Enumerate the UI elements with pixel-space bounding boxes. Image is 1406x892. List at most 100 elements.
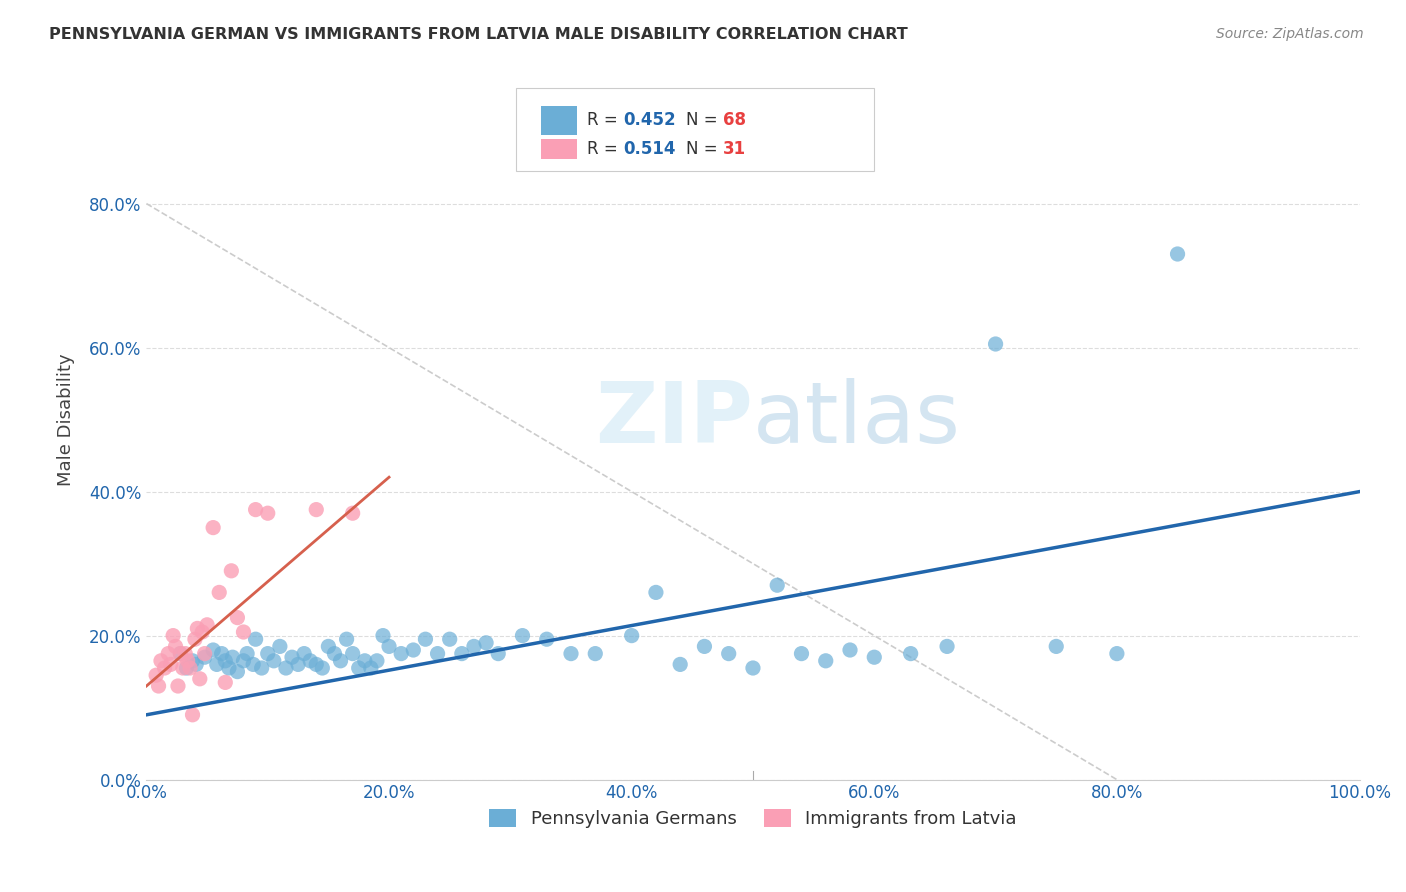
FancyBboxPatch shape — [516, 88, 875, 171]
Point — [176, 661, 198, 675]
Point — [250, 661, 273, 675]
Point — [191, 625, 214, 640]
Point — [236, 647, 259, 661]
Point — [839, 643, 862, 657]
Point — [790, 647, 813, 661]
Point — [226, 610, 249, 624]
Point — [389, 647, 412, 661]
Point — [188, 672, 211, 686]
Point — [165, 640, 187, 654]
Point — [305, 502, 328, 516]
Point — [184, 632, 207, 647]
Text: atlas: atlas — [754, 378, 960, 461]
Text: N =: N = — [686, 140, 723, 158]
Text: ZIP: ZIP — [595, 378, 754, 461]
Point — [900, 647, 922, 661]
Text: R =: R = — [586, 140, 623, 158]
Point — [378, 640, 401, 654]
Point — [194, 650, 217, 665]
Text: R =: R = — [586, 112, 623, 129]
Point — [208, 585, 231, 599]
Point — [371, 629, 394, 643]
Point — [281, 650, 304, 665]
Point — [402, 643, 425, 657]
Point — [256, 647, 278, 661]
Point — [169, 647, 191, 661]
Point — [176, 654, 198, 668]
Text: Source: ZipAtlas.com: Source: ZipAtlas.com — [1216, 27, 1364, 41]
Point — [186, 657, 208, 672]
Point — [936, 640, 959, 654]
Text: 0.452: 0.452 — [623, 112, 676, 129]
Point — [486, 647, 509, 661]
Point — [450, 647, 472, 661]
Point — [232, 625, 254, 640]
Point — [323, 647, 346, 661]
Point — [149, 654, 172, 668]
Point — [360, 661, 382, 675]
Point — [342, 506, 364, 520]
Point — [342, 647, 364, 661]
Point — [693, 640, 716, 654]
Point — [263, 654, 285, 668]
Point — [205, 657, 228, 672]
Point — [245, 502, 267, 516]
Point — [287, 657, 309, 672]
Point — [439, 632, 461, 647]
Point — [202, 643, 225, 657]
Text: 68: 68 — [723, 112, 745, 129]
Y-axis label: Male Disability: Male Disability — [58, 353, 75, 486]
Point — [169, 647, 191, 661]
Point — [583, 647, 606, 661]
Point — [863, 650, 886, 665]
Point — [620, 629, 643, 643]
Text: 0.514: 0.514 — [623, 140, 676, 158]
Point — [292, 647, 315, 661]
Text: N =: N = — [686, 112, 723, 129]
Point — [1105, 647, 1128, 661]
Point — [148, 679, 170, 693]
Point — [194, 647, 217, 661]
Point — [145, 668, 167, 682]
Point — [311, 661, 333, 675]
Text: 31: 31 — [723, 140, 745, 158]
Point — [167, 679, 190, 693]
Point — [274, 661, 297, 675]
Point — [181, 707, 204, 722]
Point — [202, 520, 225, 534]
Point — [984, 337, 1007, 351]
Point — [269, 640, 291, 654]
Point — [366, 654, 388, 668]
Point — [426, 647, 449, 661]
Point — [181, 654, 204, 668]
Point — [299, 654, 322, 668]
Point — [305, 657, 328, 672]
Point — [560, 647, 582, 661]
Point — [329, 654, 352, 668]
Point — [717, 647, 740, 661]
Point — [226, 665, 249, 679]
Point — [159, 657, 181, 672]
Point — [645, 585, 668, 599]
Point — [245, 632, 267, 647]
Point — [415, 632, 437, 647]
Point — [218, 661, 240, 675]
Point — [1167, 247, 1189, 261]
FancyBboxPatch shape — [541, 106, 576, 136]
Point — [766, 578, 789, 592]
Point — [814, 654, 837, 668]
Point — [512, 629, 534, 643]
Point — [336, 632, 359, 647]
Point — [221, 650, 243, 665]
Point — [214, 654, 236, 668]
Point — [221, 564, 243, 578]
Point — [211, 647, 233, 661]
Point — [179, 661, 201, 675]
Point — [186, 621, 208, 635]
Point — [536, 632, 558, 647]
Point — [157, 647, 180, 661]
Point — [742, 661, 765, 675]
Point — [153, 661, 176, 675]
Point — [463, 640, 485, 654]
Point — [347, 661, 370, 675]
